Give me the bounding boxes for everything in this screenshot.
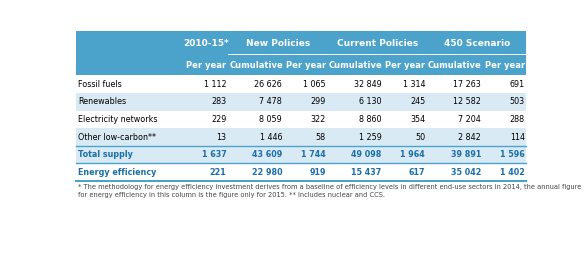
Text: 39 891: 39 891: [451, 150, 481, 159]
Text: Per year: Per year: [385, 61, 425, 70]
Bar: [76, 164, 526, 181]
Bar: [76, 128, 526, 146]
Text: 450 Scenario: 450 Scenario: [444, 39, 510, 48]
Text: 288: 288: [510, 115, 524, 124]
Text: 2010-15*: 2010-15*: [183, 39, 229, 48]
Text: 26 626: 26 626: [254, 80, 282, 89]
Text: 15 437: 15 437: [352, 168, 381, 177]
Bar: [76, 75, 526, 93]
Text: 229: 229: [211, 115, 226, 124]
Text: Per year: Per year: [186, 61, 226, 70]
Text: Per year: Per year: [286, 61, 326, 70]
Text: 7 204: 7 204: [458, 115, 481, 124]
Text: 354: 354: [410, 115, 425, 124]
Text: 8 860: 8 860: [359, 115, 381, 124]
Text: Electricity networks: Electricity networks: [79, 115, 158, 124]
Text: 49 098: 49 098: [351, 150, 381, 159]
Text: 22 980: 22 980: [251, 168, 282, 177]
Text: 919: 919: [309, 168, 326, 177]
Text: 1 637: 1 637: [202, 150, 226, 159]
Text: * The methodology for energy efficiency investment derives from a baseline of ef: * The methodology for energy efficiency …: [78, 184, 581, 198]
Text: 617: 617: [408, 168, 425, 177]
Bar: [76, 93, 526, 111]
Text: 221: 221: [210, 168, 226, 177]
Text: 1 744: 1 744: [301, 150, 326, 159]
Text: 43 609: 43 609: [252, 150, 282, 159]
Text: 245: 245: [410, 97, 425, 106]
Text: Energy efficiency: Energy efficiency: [79, 168, 156, 177]
Text: Renewables: Renewables: [79, 97, 127, 106]
Text: New Policies: New Policies: [246, 39, 310, 48]
Text: 2 842: 2 842: [458, 133, 481, 141]
Text: 7 478: 7 478: [260, 97, 282, 106]
Text: 35 042: 35 042: [451, 168, 481, 177]
Text: 6 130: 6 130: [359, 97, 381, 106]
Text: 32 849: 32 849: [354, 80, 381, 89]
Text: 1 314: 1 314: [403, 80, 425, 89]
Text: 1 065: 1 065: [303, 80, 326, 89]
Text: 1 112: 1 112: [204, 80, 226, 89]
Text: 8 059: 8 059: [260, 115, 282, 124]
Text: 299: 299: [311, 97, 326, 106]
Text: 1 259: 1 259: [359, 133, 381, 141]
Text: 13: 13: [216, 133, 226, 141]
Text: Cumulative: Cumulative: [428, 61, 482, 70]
Bar: [76, 146, 526, 164]
Text: 114: 114: [510, 133, 524, 141]
Bar: [76, 56, 526, 75]
Text: Current Policies: Current Policies: [337, 39, 418, 48]
Text: Other low-carbon**: Other low-carbon**: [79, 133, 156, 141]
Bar: [76, 31, 526, 56]
Text: 12 582: 12 582: [453, 97, 481, 106]
Text: Fossil fuels: Fossil fuels: [79, 80, 122, 89]
Text: Cumulative: Cumulative: [329, 61, 383, 70]
Bar: [76, 111, 526, 128]
Text: 1 964: 1 964: [400, 150, 425, 159]
Text: Per year: Per year: [485, 61, 524, 70]
Text: 322: 322: [311, 115, 326, 124]
Text: 58: 58: [316, 133, 326, 141]
Text: 503: 503: [510, 97, 524, 106]
Text: Cumulative: Cumulative: [229, 61, 283, 70]
Text: 1 596: 1 596: [500, 150, 524, 159]
Text: 1 402: 1 402: [500, 168, 524, 177]
Text: 1 446: 1 446: [260, 133, 282, 141]
Text: 691: 691: [510, 80, 524, 89]
Text: 17 263: 17 263: [454, 80, 481, 89]
Text: Total supply: Total supply: [79, 150, 133, 159]
Text: 283: 283: [211, 97, 226, 106]
Text: 50: 50: [415, 133, 425, 141]
